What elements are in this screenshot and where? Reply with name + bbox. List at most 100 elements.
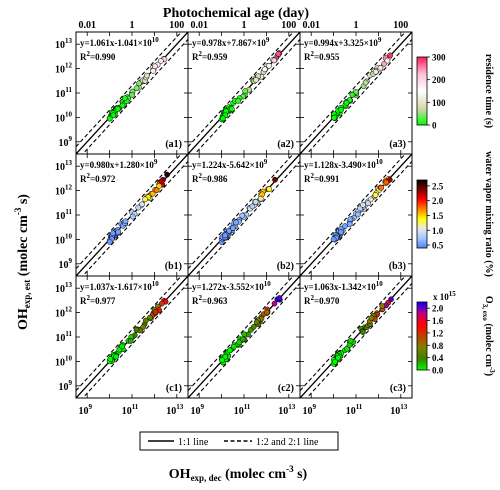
regression-equation: y=1.128x-3.490×1010 (304, 158, 383, 170)
scatter-point (107, 356, 114, 362)
scatter-point (220, 115, 226, 122)
regression-equation: y=1.224x-5.642×109 (192, 158, 268, 170)
y-tick-label: 1010 (55, 110, 73, 124)
scatter-point (346, 221, 353, 228)
colorbar-title: O3, exo (molec cm-3) (481, 296, 496, 376)
scatter-point (158, 178, 165, 185)
scatter-point (249, 203, 256, 210)
panel-c3: y=1.063x-1.342×1010 R2=0.970 (c3) (299, 275, 413, 399)
scatter-point (383, 179, 390, 186)
r-squared: R2=0.991 (304, 172, 340, 184)
scatter-point (119, 102, 126, 109)
x-tick-label: 1013 (166, 403, 184, 417)
colorbar-gradient (416, 56, 428, 126)
y-tick-label: 1010 (55, 354, 73, 368)
scatter-point (129, 92, 135, 98)
scatter-point (272, 176, 278, 183)
y-tick-label: 1011 (55, 330, 72, 344)
scatter-point (153, 187, 160, 194)
colorbar-multiplier: x 1015 (433, 290, 456, 302)
one-to-two-line (305, 282, 412, 398)
scatter-point (252, 199, 259, 205)
scatter-point (110, 230, 116, 237)
one-to-two-line (81, 282, 188, 398)
scatter-point (158, 300, 165, 307)
colorbar-tick-label: 0.5 (432, 241, 444, 251)
colorbar-tick-label: 0 (432, 121, 437, 131)
regression-equation: y=1.061x-1.041×1010 (80, 36, 159, 48)
colorbar-2: 2.5 2.0 1.5 1.0 0.5 water vapor mixing ratio … (416, 151, 494, 277)
panel-label: (b2) (277, 261, 294, 272)
x-tick-label: 1011 (122, 403, 139, 417)
scatter-point (136, 80, 142, 87)
x-axis-title: OHexp, dec (molec cm-3 s) (169, 464, 308, 483)
two-to-one-line (300, 276, 407, 392)
colorbars: 300 200 100 0 residence time (s) 2.5 2.0 1.5 1.0… (416, 53, 496, 376)
r-squared: R2=0.963 (192, 294, 228, 306)
y-tick-label: 1012 (55, 306, 73, 320)
r-squared: R2=0.959 (192, 50, 228, 62)
scatter-point (365, 200, 371, 207)
y-tick-label: 109 (59, 257, 73, 271)
legend-dashed-label: 1:2 and 2:1 line (256, 437, 319, 448)
scatter-point (150, 68, 157, 74)
scatter-point (228, 105, 235, 112)
scatter-point (259, 191, 266, 198)
scatter-point (266, 62, 272, 69)
x-tick-label: 1013 (390, 403, 408, 417)
scatter-point (242, 88, 249, 94)
y-tick-label: 1013 (55, 37, 73, 51)
scatter-point (377, 64, 384, 71)
scatter-point (367, 196, 374, 203)
colorbar-1: 300 200 100 0 residence time (s) (416, 53, 494, 131)
two-to-one-line (76, 276, 183, 392)
scatter-point (332, 358, 338, 365)
colorbar-gradient (416, 301, 428, 371)
scatter-point (331, 114, 337, 121)
regression-equation: y=1.272x-3.552×1010 (192, 280, 271, 292)
scatter-point (115, 229, 122, 235)
scatter-point (253, 319, 260, 326)
top-axis-title: Photochemical age (day) (163, 6, 310, 21)
scatter-point (379, 303, 386, 309)
two-to-one-line (188, 276, 295, 392)
scatter-point (384, 57, 391, 64)
scatter-point (147, 314, 153, 321)
scatter-point (119, 343, 125, 350)
colorbar-tick-label: 2.0 (432, 196, 444, 206)
scatter-point (264, 309, 270, 316)
scatter-point (106, 115, 113, 122)
one-to-two-line (305, 38, 412, 154)
colorbar-title: residence time (s) (483, 54, 494, 128)
scatter-point (335, 354, 341, 361)
scatter-point (330, 236, 337, 243)
regression-equation: y=0.994x+3.325×109 (304, 36, 382, 48)
colorbar-tick-label: 100 (432, 98, 446, 108)
scatter-point (219, 357, 225, 363)
colorbar-tick-label: 2.0 (432, 304, 444, 314)
panel-b1: y=0.980x+1.280×109 R2=0.972 (b1) (75, 153, 189, 277)
y-tick-label: 1012 (55, 184, 73, 198)
r-squared: R2=0.990 (80, 50, 116, 62)
one-to-one-line (300, 276, 412, 398)
scatter-point (250, 324, 257, 330)
panel-b3: y=1.128x-3.490×1010 R2=0.991 (b3) (299, 153, 413, 277)
scatter-point (387, 52, 393, 59)
y-tick-label: 109 (59, 135, 73, 149)
scatter-point (222, 232, 229, 239)
scatter-point (164, 171, 170, 178)
scatter-point (106, 239, 113, 245)
colorbar-tick-label: 2.5 (432, 181, 444, 191)
panel-label: (c1) (166, 383, 182, 394)
colorbar-3: 2.0 1.6 1.2 0.8 0.4 0.0 O3, exo (molec cm-3) x … (416, 290, 496, 376)
two-to-one-line (300, 154, 407, 270)
scatter-point (156, 183, 163, 189)
scatter-point (347, 337, 354, 344)
scatter-point (142, 196, 148, 203)
two-to-one-line (300, 32, 407, 148)
scatter-point (113, 353, 120, 360)
scatter-point (354, 211, 361, 218)
y-tick-label: 1012 (55, 62, 73, 76)
